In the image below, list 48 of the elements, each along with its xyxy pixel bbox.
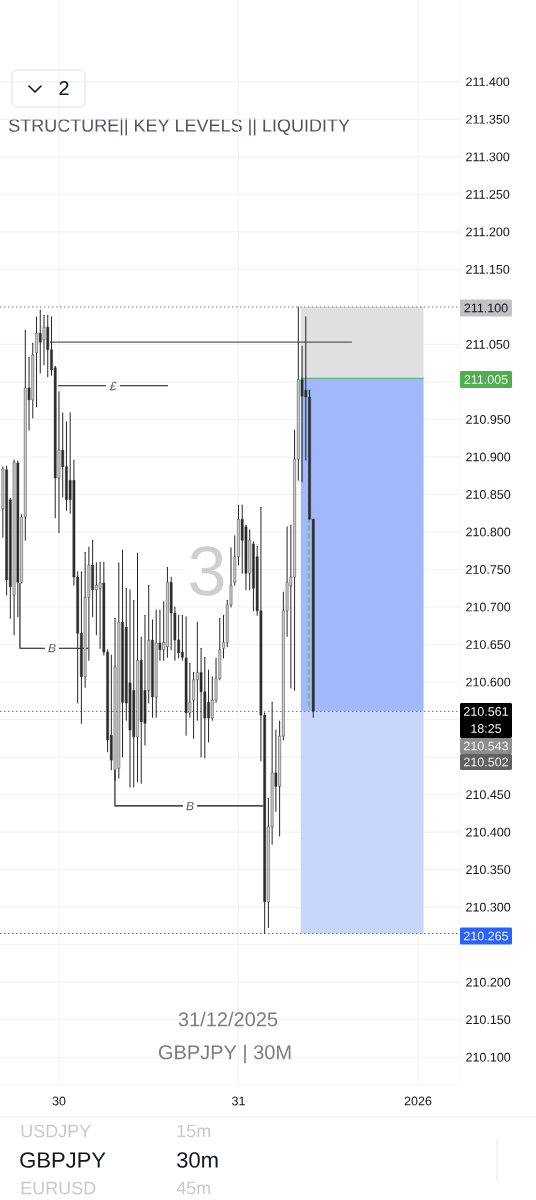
annotation: 31/12/2025 bbox=[178, 1011, 278, 1027]
x-tick-label: 30 bbox=[52, 1096, 66, 1106]
text: 30m bbox=[177, 1152, 218, 1168]
y-tick-label: 210.400 bbox=[466, 827, 511, 837]
x-tick-label: 31 bbox=[232, 1096, 245, 1106]
y-tick-label: 210.150 bbox=[466, 1015, 511, 1025]
text: 18:25 bbox=[471, 724, 502, 733]
annotation: £ bbox=[109, 381, 117, 391]
y-tick-label: 210.900 bbox=[466, 452, 511, 462]
y-tick-label: 210.200 bbox=[466, 977, 511, 987]
y-tick-label: 211.200 bbox=[466, 227, 510, 237]
candlestick bbox=[38, 309, 42, 374]
candlestick bbox=[207, 669, 210, 743]
candlestick bbox=[35, 316, 38, 408]
y-tick-label: 211.400 bbox=[466, 77, 510, 87]
y-tick-label: 211.050 bbox=[466, 340, 510, 349]
text: 210.561 bbox=[464, 707, 508, 716]
y-tick-label: 210.850 bbox=[466, 490, 511, 499]
y-tick-label: 210.750 bbox=[466, 565, 511, 574]
x-tick-label: 2026 bbox=[404, 1096, 432, 1106]
y-tick-label: 210.800 bbox=[466, 527, 511, 537]
y-tick-label: 211.300 bbox=[466, 152, 510, 162]
y-tick-label: 210.300 bbox=[466, 902, 511, 912]
y-tick-label: 210.600 bbox=[466, 677, 511, 687]
annotation: B bbox=[48, 643, 56, 653]
y-tick-label: 211.150 bbox=[466, 264, 510, 274]
y-tick-label: 210.950 bbox=[466, 415, 511, 424]
y-tick-label: 211.250 bbox=[466, 189, 510, 199]
y-tick-label: 210.350 bbox=[466, 865, 511, 875]
text: 210.543 bbox=[464, 741, 509, 751]
annotation: B bbox=[186, 801, 194, 811]
text: 210.265 bbox=[464, 931, 509, 941]
y-tick-label: 210.700 bbox=[466, 602, 511, 612]
text: 210.502 bbox=[464, 757, 508, 767]
text: 211.100 bbox=[464, 303, 508, 313]
text: 211.005 bbox=[464, 375, 508, 384]
y-tick-label: 210.100 bbox=[466, 1052, 511, 1062]
candlestick bbox=[98, 561, 102, 649]
annotation: 2 bbox=[59, 81, 69, 95]
candlestick bbox=[195, 621, 199, 721]
text: STRUCTURE|| KEY LEVELS || LIQUIDITY bbox=[9, 118, 350, 136]
candlestick bbox=[46, 314, 50, 378]
candlestick bbox=[61, 412, 65, 498]
y-tick-label: 210.450 bbox=[466, 790, 511, 800]
y-tick-label: 210.650 bbox=[466, 640, 511, 649]
annotation: GBPJPY | 30M bbox=[158, 1044, 291, 1064]
y-tick-label: 211.350 bbox=[466, 114, 510, 124]
text: GBPJPY bbox=[20, 1152, 106, 1168]
